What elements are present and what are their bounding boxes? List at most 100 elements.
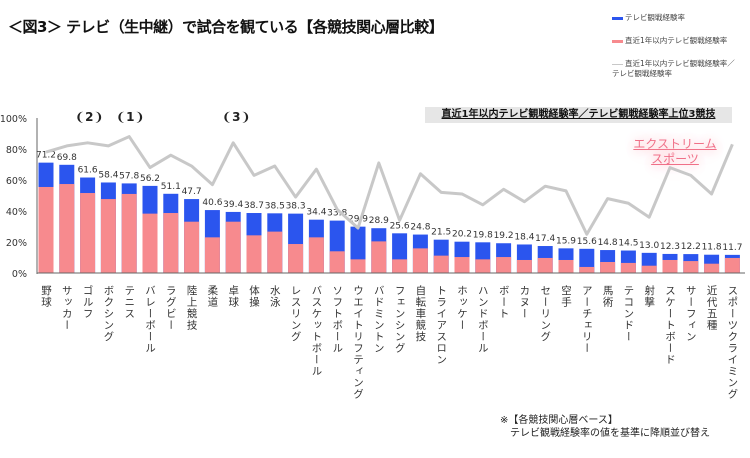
bar-recent-tv-viewing [225,221,241,273]
data-label: 38.5 [265,201,285,211]
rank-2-laurel-icon: ❨2❩ [75,110,104,124]
bar-recent-tv-viewing [724,257,740,273]
category-label: ウエイトリフティング [352,285,364,400]
category-label: 近代五種 [706,284,718,331]
data-label: 33.8 [327,209,347,219]
category-label: 陸上競技 [186,284,198,331]
rank-1-laurel-icon: ❨1❩ [116,110,145,124]
bar-recent-tv-viewing [100,199,116,273]
data-label: 28.9 [369,216,389,226]
y-tick-label: 0% [12,269,27,280]
bar-recent-tv-viewing [121,193,137,273]
category-label: ホッケー [456,285,468,331]
bar-recent-tv-viewing [620,262,636,273]
category-label: 射撃 [643,284,655,308]
extreme-label-line: エクストリーム [633,137,717,151]
legend-item-blue: テレビ観戦経験率 [612,13,685,23]
rank-3-laurel-icon: ❨3❩ [222,110,251,124]
bar-recent-tv-viewing [558,259,574,273]
category-label: アーチェリー [581,285,593,354]
data-label: 12.2 [681,242,701,252]
data-label: 47.7 [182,187,202,197]
bar-recent-tv-viewing [350,259,366,273]
data-label: 21.5 [431,228,451,238]
bar-recent-tv-viewing [641,265,657,273]
legend-label: テレビ観戦経験率 [625,13,685,22]
bar-recent-tv-viewing [80,193,96,273]
bar-recent-tv-viewing [600,261,616,273]
data-label: 11.8 [702,243,722,253]
bar-recent-tv-viewing [433,255,449,273]
bar-recent-tv-viewing [59,184,75,273]
bar-recent-tv-viewing [246,235,262,273]
extreme-sports-label: エクストリーム スポーツ [630,137,720,167]
ratio-line [45,135,734,236]
category-label: サーフィン [685,285,697,343]
rank-number: 1 [126,110,135,124]
footnote-line: ※【各競技関心層ベース】 [500,415,618,426]
data-label: 51.1 [161,182,181,192]
data-label: 61.6 [78,166,98,176]
bar-recent-tv-viewing [288,244,304,273]
category-label: ボート [498,285,510,320]
bar-recent-tv-viewing [704,263,720,273]
chart-title: ＜図3＞ テレビ（生中継）で試合を観ている【各競技関心層比較】 [8,18,444,36]
data-label: 14.5 [618,239,638,249]
footnote: ※【各競技関心層ベース】 テレビ観戦経験率の値を基準に降順並び替え [500,414,710,440]
bar-recent-tv-viewing [537,257,553,273]
data-label: 12.3 [660,242,680,252]
bar-recent-tv-viewing [454,257,470,273]
data-label: 58.4 [98,170,118,180]
category-label: ソフトボール [331,285,343,354]
bar-recent-tv-viewing [662,259,678,273]
legend-swatch [612,39,623,43]
category-label: ボクシング [102,285,114,343]
data-label: 19.2 [494,231,514,241]
category-label: ゴルフ [82,284,94,319]
bar-recent-tv-viewing [412,248,428,273]
category-label: 体操 [248,285,260,308]
rank-number: 3 [232,110,241,124]
bar-recent-tv-viewing [329,251,345,273]
bar-recent-tv-viewing [392,259,408,273]
bar-recent-tv-viewing [683,261,699,273]
legend-swatch [612,63,623,65]
bar-recent-tv-viewing [308,237,324,273]
legend-label: 直近1年以内テレビ観戦経験率 [625,36,728,45]
bar-recent-tv-viewing [579,266,595,273]
category-label: バスケットボール [310,285,322,377]
data-label: 38.7 [244,201,264,211]
category-label: 水泳 [269,285,281,308]
category-label: テニス [123,285,135,320]
legend-swatch [612,16,623,20]
category-label: バレーボール [144,285,156,354]
data-label: 19.8 [473,230,493,240]
y-tick-label: 20% [6,238,27,249]
category-label: 柔道 [206,285,218,308]
category-label: 自転車競技 [414,284,426,342]
category-label: 空手 [560,284,572,308]
y-tick-label: 60% [6,176,27,187]
extreme-label-line: スポーツ [651,152,699,166]
data-label: 13.0 [639,241,659,251]
data-label: 25.6 [390,221,410,231]
category-label: トライアスロン [435,285,447,366]
bar-recent-tv-viewing [371,241,387,273]
y-tick-label: 100% [0,114,27,125]
bar-recent-tv-viewing [204,237,220,273]
data-label: 69.8 [57,153,77,163]
category-label: レスリング [290,285,302,343]
category-label: ラグビー [165,285,177,331]
category-label: 馬術 [602,285,614,308]
data-label: 57.8 [119,171,139,181]
data-label: 18.4 [514,232,534,242]
category-label: セーリング [539,285,551,343]
data-label: 39.4 [223,200,243,210]
category-label: 卓球 [227,285,239,308]
data-label: 34.4 [306,208,326,218]
category-label: ハンドボール [477,285,489,354]
data-label: 14.8 [598,238,618,248]
data-label: 56.2 [140,174,160,184]
